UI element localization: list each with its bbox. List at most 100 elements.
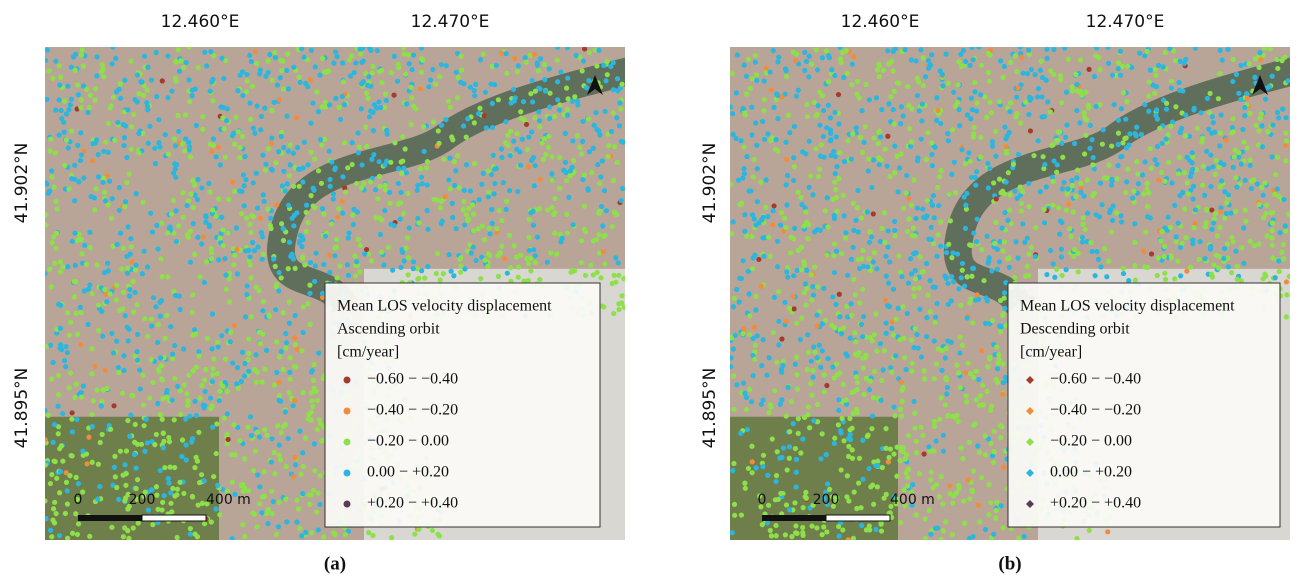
insar-point [190,292,195,297]
insar-point [1097,67,1102,72]
insar-point [997,239,1002,244]
insar-point [303,530,308,535]
insar-point [924,157,929,162]
insar-point [447,155,452,160]
insar-point [1008,60,1013,65]
insar-point [243,314,248,319]
insar-point [772,295,777,300]
insar-point [462,188,467,193]
insar-point [582,227,587,232]
insar-point [113,474,118,479]
insar-point [815,402,820,407]
insar-point [468,85,473,90]
insar-point [65,264,70,269]
insar-point [1159,170,1164,175]
insar-point [1224,137,1229,142]
insar-point [914,332,919,337]
insar-point [260,308,265,313]
insar-point [165,274,170,279]
insar-point [166,152,171,157]
insar-point [792,164,797,169]
insar-point [836,422,841,427]
insar-point [818,365,823,370]
insar-point [327,102,332,107]
insar-point [561,168,566,173]
insar-point [964,191,969,196]
insar-point [981,402,986,407]
insar-point [152,442,157,447]
insar-point [89,371,94,376]
insar-point [1091,155,1096,160]
insar-point [300,256,305,261]
insar-point [359,106,364,111]
insar-point [970,320,975,325]
insar-point [814,47,819,52]
insar-point [125,266,130,271]
insar-point [257,434,262,439]
insar-point [1014,196,1019,201]
insar-point [801,505,806,510]
insar-point [865,264,870,269]
insar-point [115,120,120,125]
insar-point [70,429,75,434]
insar-point [163,336,168,341]
insar-point [985,234,990,239]
insar-point [200,127,205,132]
insar-point [526,135,531,140]
insar-point [281,310,286,315]
insar-point [857,266,862,271]
insar-point [845,273,850,278]
insar-point [1078,190,1083,195]
insar-point [55,404,60,409]
insar-point [52,185,57,190]
insar-point [838,45,843,50]
insar-point [132,452,137,457]
insar-point [1000,313,1005,318]
insar-point [1156,63,1161,68]
insar-point [844,48,849,53]
insar-point [619,293,624,298]
insar-point [740,331,745,336]
insar-point [1003,144,1008,149]
insar-point [345,262,350,267]
insar-point [1205,96,1210,101]
insar-point [348,73,353,78]
legend-label: −0.20 − 0.00 [1050,433,1132,450]
insar-point [751,256,756,261]
insar-point [920,101,925,106]
insar-point [892,170,897,175]
insar-point [806,350,811,355]
insar-point [134,486,139,491]
insar-point [1087,528,1092,533]
scale-label: 400 m [206,492,251,508]
insar-point [399,171,404,176]
insar-point [499,155,504,160]
insar-point [533,260,538,265]
insar-point [141,423,146,428]
insar-point [1026,204,1031,209]
insar-point [294,520,299,525]
insar-point [127,434,132,439]
insar-point [225,411,230,416]
insar-point [466,206,471,211]
insar-point [454,226,459,231]
insar-point [167,439,172,444]
insar-point [70,531,75,536]
insar-point [975,443,980,448]
insar-point [799,202,804,207]
insar-point [89,412,94,417]
insar-point [762,78,767,83]
insar-point [1064,123,1069,128]
insar-point [771,208,776,213]
insar-point [462,222,467,227]
insar-point [977,450,982,455]
insar-point [956,82,961,87]
insar-point [1261,193,1266,198]
insar-point [521,99,526,104]
insar-point [63,511,68,516]
insar-point [974,108,979,113]
insar-point [807,54,812,59]
insar-point [239,189,244,194]
insar-point [760,119,765,124]
insar-point [359,162,364,167]
